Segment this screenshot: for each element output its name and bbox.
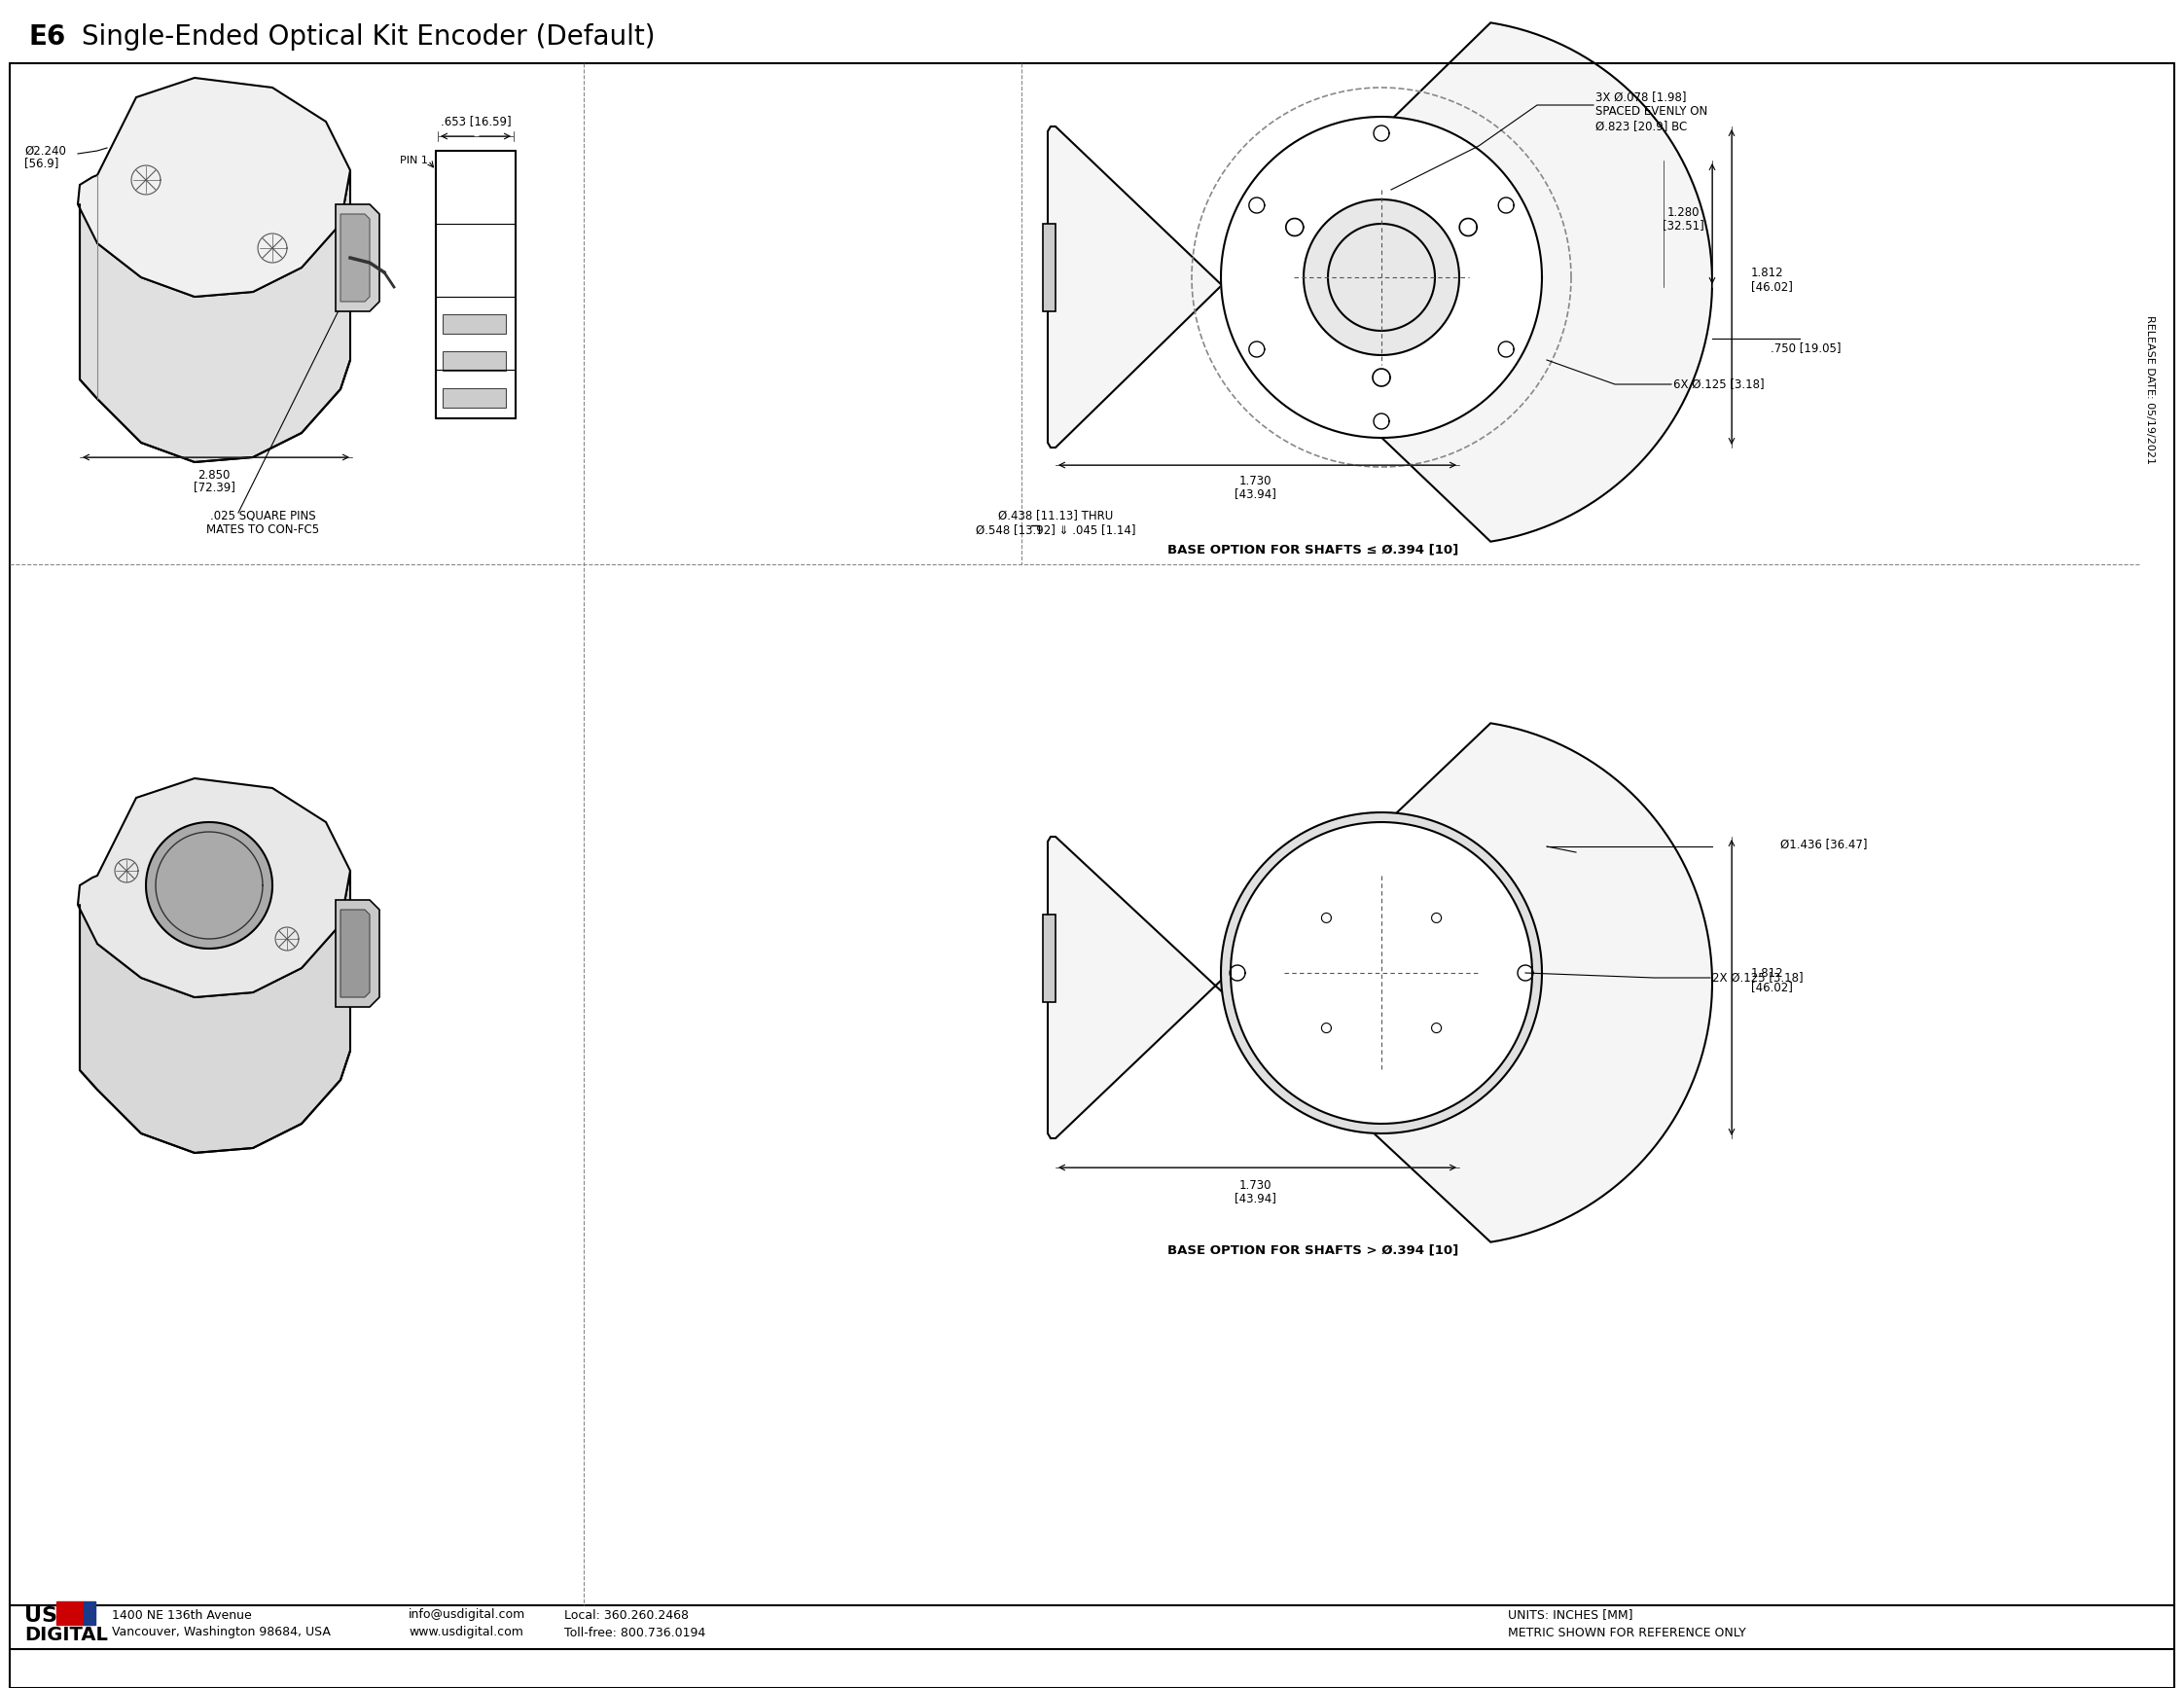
Text: Local: 360.260.2468: Local: 360.260.2468: [563, 1609, 688, 1622]
Polygon shape: [1048, 722, 1712, 1242]
Text: .025 SQUARE PINS: .025 SQUARE PINS: [210, 510, 314, 522]
Text: BASE OPTION FOR SHAFTS > Ø.394 [10]: BASE OPTION FOR SHAFTS > Ø.394 [10]: [1168, 1244, 1459, 1256]
Text: 1.812: 1.812: [1752, 967, 1784, 979]
Polygon shape: [1249, 341, 1265, 358]
Text: SPACED EVENLY ON: SPACED EVENLY ON: [1597, 106, 1708, 118]
Text: [46.02]: [46.02]: [1752, 280, 1793, 294]
Polygon shape: [81, 170, 349, 463]
Text: Ø2.240: Ø2.240: [24, 145, 66, 157]
Polygon shape: [1321, 913, 1332, 923]
Polygon shape: [1221, 116, 1542, 437]
Text: 1.730: 1.730: [1238, 1178, 1271, 1192]
Polygon shape: [1321, 1023, 1332, 1033]
Text: Ø.438 [11.13] THRU: Ø.438 [11.13] THRU: [998, 510, 1114, 522]
Text: .750 [19.05]: .750 [19.05]: [1771, 343, 1841, 354]
Text: [43.94]: [43.94]: [1234, 1192, 1275, 1205]
Text: DIGITAL: DIGITAL: [24, 1626, 107, 1644]
Text: 1.280: 1.280: [1666, 206, 1699, 218]
Text: 1400 NE 136th Avenue: 1400 NE 136th Avenue: [111, 1609, 251, 1622]
Text: E6: E6: [28, 24, 66, 51]
Polygon shape: [341, 910, 369, 998]
Polygon shape: [1044, 915, 1055, 1003]
Text: PIN 1: PIN 1: [400, 155, 428, 165]
Polygon shape: [1286, 218, 1304, 236]
Polygon shape: [79, 778, 349, 998]
Text: info@usdigital.com: info@usdigital.com: [408, 1609, 526, 1622]
Text: www.usdigital.com: www.usdigital.com: [408, 1626, 524, 1639]
Bar: [57, 1602, 83, 1614]
Text: US: US: [24, 1607, 57, 1626]
Text: 3X Ø.078 [1.98]: 3X Ø.078 [1.98]: [1597, 91, 1686, 103]
Polygon shape: [1498, 197, 1514, 213]
Text: 2.850: 2.850: [199, 469, 229, 481]
Text: Ø.823 [20.9] BC: Ø.823 [20.9] BC: [1597, 120, 1686, 133]
Text: [32.51]: [32.51]: [1662, 219, 1704, 231]
Text: Single-Ended Optical Kit Encoder (Default): Single-Ended Optical Kit Encoder (Defaul…: [72, 24, 655, 51]
Text: UNITS: INCHES [MM]: UNITS: INCHES [MM]: [1507, 1609, 1634, 1622]
Text: BASE OPTION FOR SHAFTS ≤ Ø.394 [10]: BASE OPTION FOR SHAFTS ≤ Ø.394 [10]: [1168, 544, 1459, 555]
Polygon shape: [1230, 966, 1245, 981]
Polygon shape: [1431, 1023, 1441, 1033]
Polygon shape: [1230, 822, 1533, 1124]
Bar: [443, 351, 507, 371]
Text: Ø1.436 [36.47]: Ø1.436 [36.47]: [1780, 839, 1867, 851]
Text: .653 [16.59]: .653 [16.59]: [441, 115, 511, 128]
Text: [72.39]: [72.39]: [192, 481, 236, 495]
Polygon shape: [1044, 225, 1055, 311]
Polygon shape: [1459, 218, 1476, 236]
Text: [43.94]: [43.94]: [1234, 488, 1275, 501]
Text: MATES TO CON-FC5: MATES TO CON-FC5: [205, 523, 319, 537]
Bar: [443, 388, 507, 407]
Text: [56.9]: [56.9]: [24, 157, 59, 170]
Text: METRIC SHOWN FOR REFERENCE ONLY: METRIC SHOWN FOR REFERENCE ONLY: [1507, 1626, 1745, 1639]
Text: 1.730: 1.730: [1238, 476, 1271, 488]
Polygon shape: [336, 204, 380, 311]
Text: Vancouver, Washington 98684, USA: Vancouver, Washington 98684, USA: [111, 1626, 330, 1639]
Bar: [443, 314, 507, 334]
Bar: [57, 1614, 83, 1626]
Polygon shape: [336, 900, 380, 1008]
Text: Ø.548 [13.92] ⇓ .045 [1.14]: Ø.548 [13.92] ⇓ .045 [1.14]: [976, 523, 1136, 537]
Polygon shape: [1431, 913, 1441, 923]
Polygon shape: [1374, 368, 1391, 387]
Text: Toll-free: 800.736.0194: Toll-free: 800.736.0194: [563, 1626, 705, 1639]
Text: 6X Ø.125 [3.18]: 6X Ø.125 [3.18]: [1673, 378, 1765, 390]
Bar: [83, 1602, 96, 1614]
Text: [46.02]: [46.02]: [1752, 981, 1793, 994]
Polygon shape: [1374, 125, 1389, 142]
Text: RELEASE DATE: 05/19/2021: RELEASE DATE: 05/19/2021: [2145, 314, 2156, 464]
Polygon shape: [81, 871, 349, 1153]
Polygon shape: [1304, 199, 1459, 354]
Polygon shape: [1374, 414, 1389, 429]
Polygon shape: [341, 214, 369, 302]
Text: 1.812: 1.812: [1752, 267, 1784, 279]
Polygon shape: [1048, 22, 1712, 542]
Polygon shape: [1249, 197, 1265, 213]
Bar: [83, 1614, 96, 1626]
Polygon shape: [1518, 966, 1533, 981]
Polygon shape: [1221, 812, 1542, 1133]
Polygon shape: [146, 822, 273, 949]
Text: 2X Ø.125 [3.18]: 2X Ø.125 [3.18]: [1712, 972, 1804, 984]
Polygon shape: [1498, 341, 1514, 358]
Polygon shape: [79, 78, 349, 297]
